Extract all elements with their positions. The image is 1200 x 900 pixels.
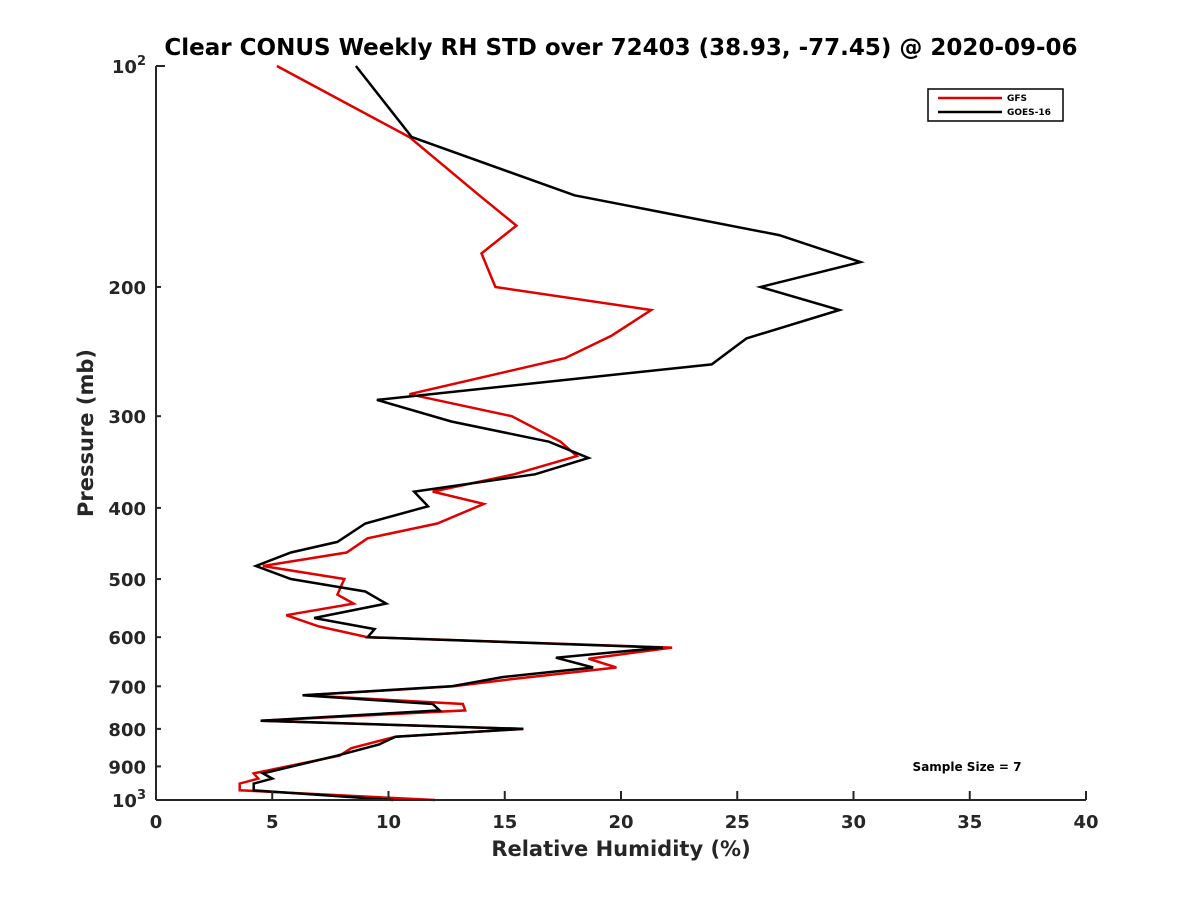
x-tick-label: 30	[841, 812, 866, 833]
sample-size-annotation: Sample Size = 7	[913, 760, 1022, 774]
series-line-gfs	[238, 64, 673, 802]
y-tick-label: 900	[108, 757, 146, 778]
x-tick-label: 25	[725, 812, 750, 833]
y-tick-label: 103	[112, 788, 146, 812]
y-axis-label: Pressure (mb)	[74, 349, 98, 517]
x-ticks: 0 5 10 15 20 25 30 35 40	[150, 791, 1099, 833]
y-tick-label: 600	[108, 628, 146, 649]
legend-label-gfs: GFS	[1007, 94, 1027, 104]
chart-title: Clear CONUS Weekly RH STD over 72403 (38…	[164, 35, 1077, 61]
x-tick-label: 5	[266, 812, 279, 833]
y-tick-label: 300	[108, 407, 146, 428]
legend: GFS GOES-16	[927, 88, 1064, 122]
plot-lines	[238, 64, 865, 802]
legend-label-goes-16: GOES-16	[1007, 108, 1051, 118]
x-tick-label: 0	[150, 812, 163, 833]
x-axis-label: Relative Humidity (%)	[491, 837, 750, 861]
y-tick-label: 102	[112, 54, 146, 78]
y-tick-label: 400	[108, 499, 146, 520]
legend-box	[927, 88, 1064, 122]
y-tick-label: 200	[108, 278, 146, 299]
x-tick-label: 10	[376, 812, 401, 833]
x-tick-label: 15	[492, 812, 517, 833]
y-ticks: 102 200 300 400 500 600 700 800 900 103	[108, 54, 165, 812]
y-tick-label: 700	[108, 677, 146, 698]
y-tick-label: 500	[108, 570, 146, 591]
x-tick-label: 35	[957, 812, 982, 833]
series-line-goes-16	[252, 65, 865, 802]
x-tick-label: 40	[1073, 812, 1098, 833]
x-tick-label: 20	[608, 812, 633, 833]
y-tick-label: 800	[108, 720, 146, 741]
